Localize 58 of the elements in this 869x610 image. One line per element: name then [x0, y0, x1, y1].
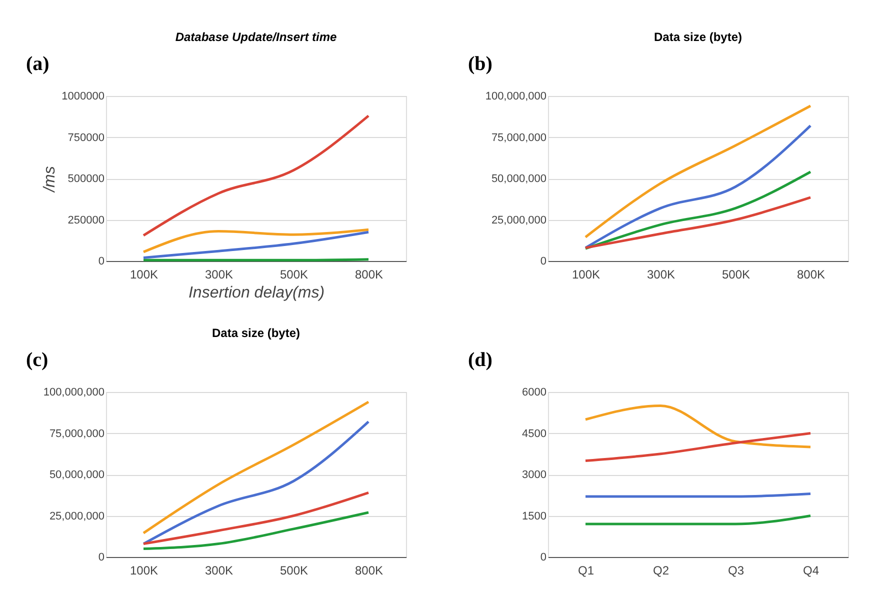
chart-title: Data size (byte)	[212, 326, 300, 340]
y-tick-label: 0	[540, 256, 546, 268]
y-tick-label: 1000000	[62, 90, 104, 102]
x-tick-label: 100K	[572, 268, 600, 282]
line-series	[584, 104, 812, 238]
line-series	[584, 432, 812, 462]
y-tick-label: 3000	[522, 469, 546, 481]
line-series	[142, 230, 370, 259]
text: (c)	[26, 349, 48, 371]
chart-title: Data size (byte)	[654, 30, 742, 44]
y-axis-title: /ms	[42, 166, 59, 193]
text: (a)	[26, 53, 50, 75]
y-tick-label: 4500	[522, 428, 546, 440]
y-tick-label: 250000	[68, 214, 104, 226]
x-tick-label: 800K	[354, 268, 384, 282]
x-tick-label: 500K	[280, 564, 308, 578]
x-tick-label: 800K	[354, 564, 384, 578]
line-series	[584, 124, 812, 250]
y-tick-label: 0	[98, 552, 104, 564]
y-tick-label: 500000	[68, 173, 104, 185]
line-series	[584, 404, 812, 448]
y-tick-label: 0	[540, 552, 546, 564]
y-tick-label: 50,000,000	[49, 469, 104, 481]
line-series	[142, 228, 370, 254]
y-tick-label: 6000	[522, 386, 546, 398]
y-tick-label: 25,000,000	[49, 510, 104, 522]
x-tick-label: 500K	[280, 268, 308, 282]
y-tick-label: 75,000,000	[49, 428, 104, 440]
y-tick-label: 750000	[68, 132, 104, 144]
text: (b)	[468, 53, 492, 75]
y-tick-label: 75,000,000	[491, 132, 546, 144]
y-tick-label: 25,000,000	[491, 214, 546, 226]
x-tick-label: Q1	[578, 564, 594, 578]
y-tick-label: 1500	[522, 510, 546, 522]
chart-title: Database Update/Insert time	[175, 30, 338, 44]
x-tick-label: 100K	[130, 564, 158, 578]
line-series	[142, 400, 370, 534]
x-tick-label: Q4	[802, 564, 820, 578]
line-series	[142, 114, 370, 237]
y-tick-label: 100,000,000	[485, 90, 546, 102]
y-tick-label: 100,000,000	[43, 386, 104, 398]
x-tick-label: 100K	[130, 268, 158, 282]
x-tick-label: 300K	[646, 268, 676, 282]
line-series	[142, 491, 370, 546]
x-tick-label: Q3	[728, 564, 744, 578]
x-tick-label: 300K	[204, 564, 234, 578]
line-series	[584, 170, 812, 250]
x-tick-label: 300K	[204, 268, 234, 282]
x-tick-label: 500K	[722, 268, 750, 282]
x-axis-title: Insertion delay(ms)	[188, 284, 325, 302]
line-series	[584, 196, 812, 250]
text: (d)	[468, 349, 492, 371]
line-series	[142, 511, 370, 550]
line-series	[142, 420, 370, 546]
x-tick-label: Q2	[652, 564, 670, 578]
y-tick-label: 0	[98, 256, 104, 268]
y-tick-label: 50,000,000	[491, 173, 546, 185]
x-tick-label: 800K	[796, 268, 826, 282]
